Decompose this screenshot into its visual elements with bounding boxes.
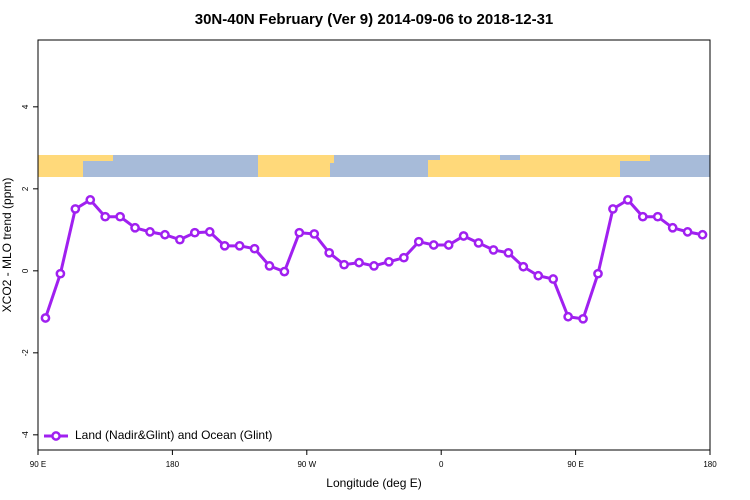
data-point (339, 259, 349, 270)
data-point (578, 313, 588, 324)
data-point (100, 211, 111, 222)
data-point (608, 204, 618, 214)
x-tick-label: 180 (703, 460, 717, 469)
data-point (443, 240, 454, 250)
data-point (563, 311, 573, 322)
data-point (115, 211, 125, 222)
data-point (652, 211, 663, 222)
data-point (488, 245, 499, 255)
series-line (44, 197, 703, 321)
chart-title: 30N-40N February (Ver 9) 2014-09-06 to 2… (195, 11, 554, 28)
data-point (503, 247, 514, 258)
data-point (593, 268, 603, 279)
x-axis-label: Longitude (deg E) (326, 476, 421, 490)
x-tick-label: 90 E (567, 460, 583, 469)
data-point (428, 240, 439, 250)
data-point (324, 247, 335, 258)
data-point (70, 204, 81, 214)
data-point (145, 227, 155, 237)
data-point (533, 270, 544, 281)
y-tick-label: -2 (21, 349, 30, 357)
data-point (204, 227, 215, 237)
data-point (399, 252, 409, 263)
data-point (294, 227, 305, 238)
y-axis-label: XCO2 - MLO trend (ppm) (0, 178, 14, 313)
data-point (682, 227, 693, 237)
data-point (264, 261, 275, 271)
y-tick-label: 2 (21, 186, 30, 191)
y-tick-label: 4 (21, 104, 30, 109)
x-tick-label: 90 W (297, 460, 316, 469)
data-point (160, 229, 170, 240)
legend-label: Land (Nadir&Glint) and Ocean (Glint) (75, 428, 272, 442)
y-tick-label: -4 (21, 431, 30, 439)
legend-marker (51, 431, 61, 441)
data-point (189, 227, 200, 238)
data-point (354, 257, 364, 268)
data-point (697, 229, 708, 240)
data-point (473, 238, 484, 248)
data-point (309, 229, 320, 239)
data-point (548, 274, 559, 284)
data-point (667, 222, 678, 233)
data-point (369, 261, 379, 271)
data-point (40, 313, 51, 323)
data-point (413, 236, 424, 247)
x-tick-label: 180 (166, 460, 180, 469)
x-tick-label: 90 E (30, 460, 46, 469)
data-point (637, 211, 648, 222)
data-point (623, 195, 633, 205)
data-point (219, 240, 230, 251)
data-point (279, 266, 290, 277)
data-point (175, 234, 185, 245)
y-tick-label: 0 (21, 268, 30, 273)
data-point (234, 240, 245, 251)
data-point (130, 222, 140, 233)
x-tick-label: 0 (439, 460, 444, 469)
data-point (518, 261, 529, 272)
map-strip (38, 155, 710, 177)
data-point (384, 256, 394, 267)
plot-frame (37, 39, 711, 451)
data-point (458, 231, 469, 241)
data-point (55, 268, 66, 279)
data-point (85, 195, 96, 205)
data-point (249, 243, 260, 254)
